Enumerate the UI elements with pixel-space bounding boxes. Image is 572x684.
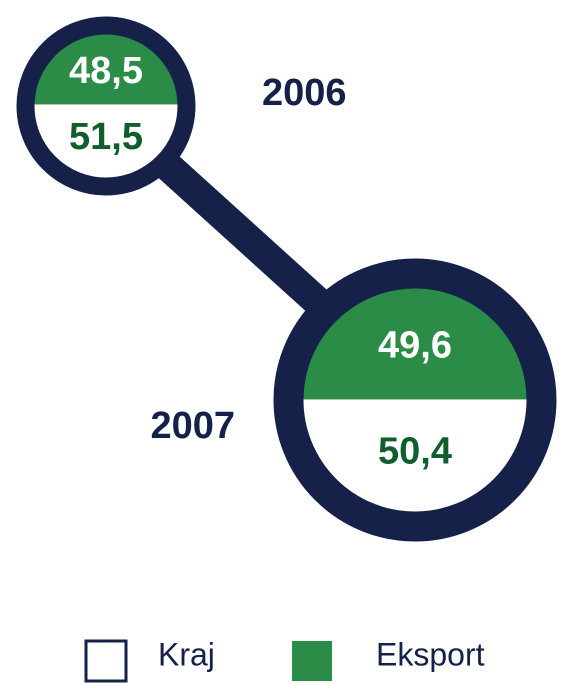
segment-kraj — [303, 399, 528, 512]
year-label: 2007 — [150, 405, 235, 447]
legend-label: Kraj — [158, 636, 215, 672]
year-label: 2006 — [262, 72, 347, 114]
segment-eksport — [34, 33, 178, 105]
legend-swatch — [84, 639, 128, 683]
segment-kraj — [34, 104, 179, 178]
segment-eksport — [303, 287, 527, 400]
legend-label: Eksport — [376, 636, 485, 672]
ring-border — [16, 16, 196, 196]
value-label: 48,5 — [69, 50, 143, 92]
value-label: 49,6 — [378, 325, 452, 367]
ring-border — [273, 258, 557, 542]
value-label: 51,5 — [69, 116, 143, 158]
legend-swatch — [292, 641, 332, 681]
value-label: 50,4 — [378, 431, 452, 473]
